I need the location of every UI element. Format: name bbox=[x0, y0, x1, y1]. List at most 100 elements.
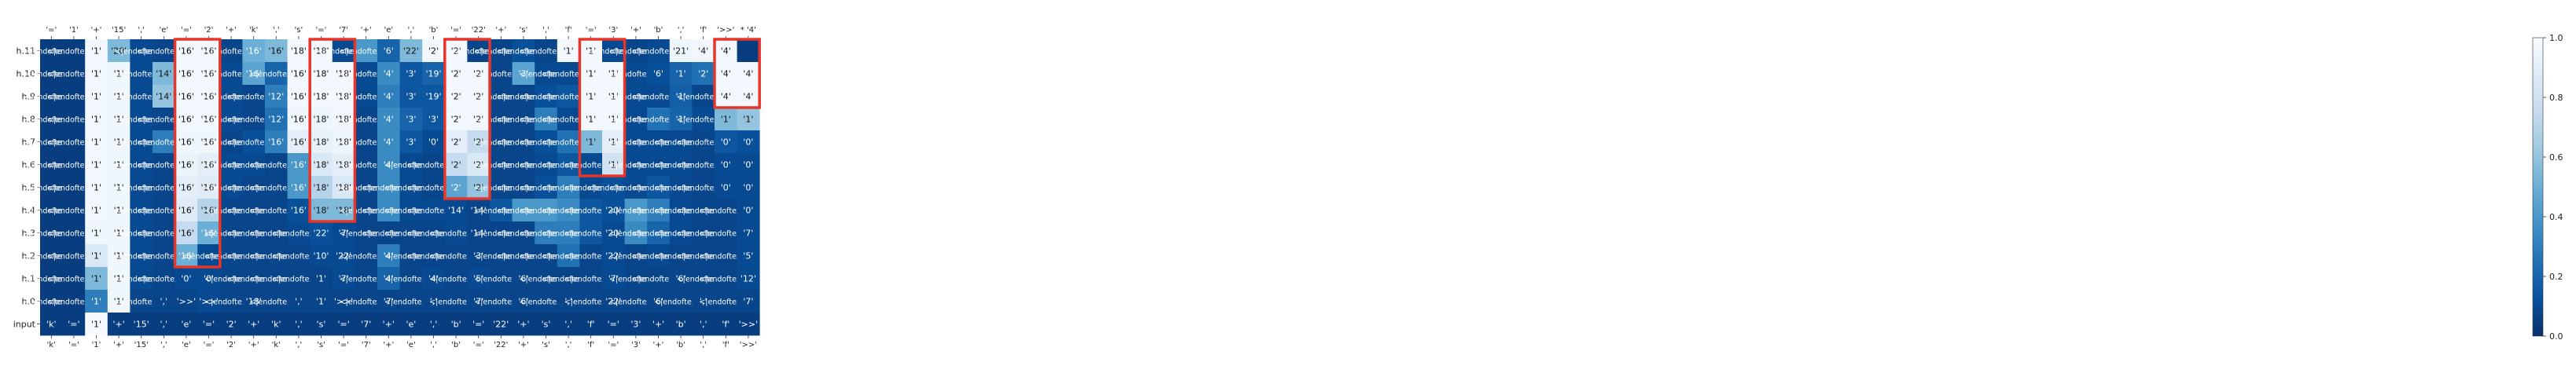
cell-label: '+' bbox=[248, 320, 259, 330]
heatmap-cell bbox=[153, 39, 175, 63]
heatmap-cell bbox=[153, 108, 175, 131]
highlight-box bbox=[173, 38, 222, 269]
cell-label: <|endoftext|> bbox=[497, 116, 550, 125]
heatmap-cell bbox=[287, 221, 311, 245]
cell-label: '16' bbox=[178, 160, 194, 170]
heatmap-cell bbox=[669, 267, 693, 291]
cell-label: '3' bbox=[428, 115, 439, 125]
heatmap-cell bbox=[647, 313, 671, 336]
cell-label: '2' bbox=[428, 46, 439, 57]
cell-label: '1' bbox=[114, 69, 124, 79]
cell-label: <|endoftext|> bbox=[137, 185, 190, 193]
cell-label: <|endoftext|> bbox=[609, 71, 663, 79]
bottom-tick-label: 'k' bbox=[272, 341, 281, 349]
heatmap-cell bbox=[557, 313, 580, 336]
top-tick-label: '3' bbox=[608, 26, 618, 35]
cell-label: '=' bbox=[472, 320, 484, 330]
cell-label: '7' bbox=[473, 297, 483, 307]
cell-label: <|endoftext|> bbox=[474, 207, 527, 216]
cell-label: <|endoftext|> bbox=[227, 162, 281, 170]
heatmap-cell bbox=[242, 221, 266, 245]
heatmap-cell bbox=[332, 244, 355, 268]
heatmap-cells: <|endoftext|><|endoftext|>'1' '20'<|endof… bbox=[24, 39, 760, 336]
heatmap-cell bbox=[444, 267, 468, 291]
cell-label: '0' bbox=[743, 137, 753, 148]
heatmap-cell bbox=[377, 221, 400, 245]
cell-label: <|endoftext|> bbox=[227, 253, 281, 261]
cell-label: <|endoftext|> bbox=[249, 298, 303, 307]
heatmap-cell bbox=[40, 221, 63, 245]
heatmap-cell bbox=[40, 108, 63, 131]
colorbar-tick-label: 0.4 bbox=[2549, 212, 2563, 222]
top-tick-label: '2' bbox=[204, 26, 214, 35]
heatmap-cell bbox=[624, 130, 648, 154]
cell-label: '1' bbox=[114, 137, 124, 148]
cell-label: <|endoftext|> bbox=[204, 185, 258, 193]
cell-label: '16' bbox=[246, 69, 262, 79]
cell-label: '2' bbox=[698, 69, 708, 79]
cell-label: '1' bbox=[91, 206, 101, 216]
heatmap-cell bbox=[175, 290, 198, 313]
heatmap-cell bbox=[535, 176, 558, 199]
cell-label: <|endoftext|> bbox=[586, 185, 640, 193]
heatmap-cell bbox=[377, 62, 400, 86]
heatmap-cell bbox=[467, 85, 491, 108]
heatmap-cell bbox=[85, 313, 108, 336]
heatmap-cell bbox=[444, 290, 468, 313]
cell-label: <|endoftext|> bbox=[204, 162, 258, 170]
cell-label: <|endoftext|> bbox=[24, 139, 78, 148]
heatmap-cell bbox=[669, 62, 693, 86]
heatmap-cell bbox=[647, 130, 671, 154]
cell-label: '2' bbox=[451, 115, 461, 125]
cell-label: '0' bbox=[743, 183, 753, 193]
cell-label: '1' bbox=[91, 115, 101, 125]
cell-label: <|endoftext|> bbox=[227, 276, 281, 284]
cell-label: <|endoftext|> bbox=[115, 71, 168, 79]
cell-label: '16' bbox=[178, 115, 194, 125]
cell-label: <|endoftext|> bbox=[384, 230, 438, 239]
cell-label: '14' bbox=[156, 92, 171, 102]
heatmap-cell bbox=[175, 199, 198, 222]
heatmap-cell bbox=[737, 130, 760, 154]
heatmap-cell bbox=[62, 313, 86, 336]
heatmap-cell bbox=[377, 85, 400, 108]
cell-label: '16' bbox=[291, 92, 307, 102]
cell-label: '1' bbox=[316, 297, 326, 307]
cell-label: '12' bbox=[740, 274, 756, 284]
heatmap-cell bbox=[535, 313, 558, 336]
heatmap-cell bbox=[715, 199, 737, 222]
cell-label: '7' bbox=[743, 229, 753, 239]
heatmap-cell bbox=[332, 153, 355, 177]
heatmap-cell bbox=[399, 130, 423, 154]
cell-label: <|endoftext|> bbox=[542, 93, 595, 102]
cell-label: <|endoftext|> bbox=[677, 276, 730, 284]
colorbar: 0.0 0.2 0.4 0.6 0.8 1.0 bbox=[2532, 33, 2563, 342]
heatmap-cell bbox=[579, 221, 603, 245]
cell-label: '16' bbox=[200, 69, 216, 79]
heatmap-cell bbox=[535, 108, 558, 131]
cell-label: <|endoftext|> bbox=[407, 230, 461, 239]
row-tick-label: h.11 bbox=[17, 46, 35, 57]
heatmap-cell bbox=[242, 85, 266, 108]
cell-label: '22' bbox=[493, 320, 509, 330]
bottom-tick-label: '+' bbox=[383, 341, 394, 349]
cell-label: <|endoftext|> bbox=[362, 230, 415, 239]
heatmap-cell bbox=[355, 221, 378, 245]
heatmap-cell bbox=[197, 221, 221, 245]
cell-label: <|endoftext|> bbox=[520, 162, 573, 170]
row-tick-label: h.1 bbox=[22, 274, 35, 284]
heatmap-cell bbox=[219, 176, 243, 199]
bottom-tick-label: 'e' bbox=[182, 341, 191, 349]
cell-label: '18' bbox=[336, 115, 351, 125]
heatmap-cell bbox=[355, 108, 378, 131]
heatmap-cell bbox=[647, 153, 671, 177]
top-tick-label: 's' bbox=[520, 26, 528, 35]
heatmap-cell bbox=[107, 85, 130, 108]
heatmap-cell bbox=[175, 85, 198, 108]
heatmap-cell bbox=[130, 199, 153, 222]
heatmap-cell bbox=[692, 85, 715, 108]
heatmap-cell bbox=[624, 153, 648, 177]
heatmap-cell bbox=[467, 199, 491, 222]
heatmap-cell bbox=[130, 244, 153, 268]
cell-label: '1' bbox=[676, 92, 686, 102]
